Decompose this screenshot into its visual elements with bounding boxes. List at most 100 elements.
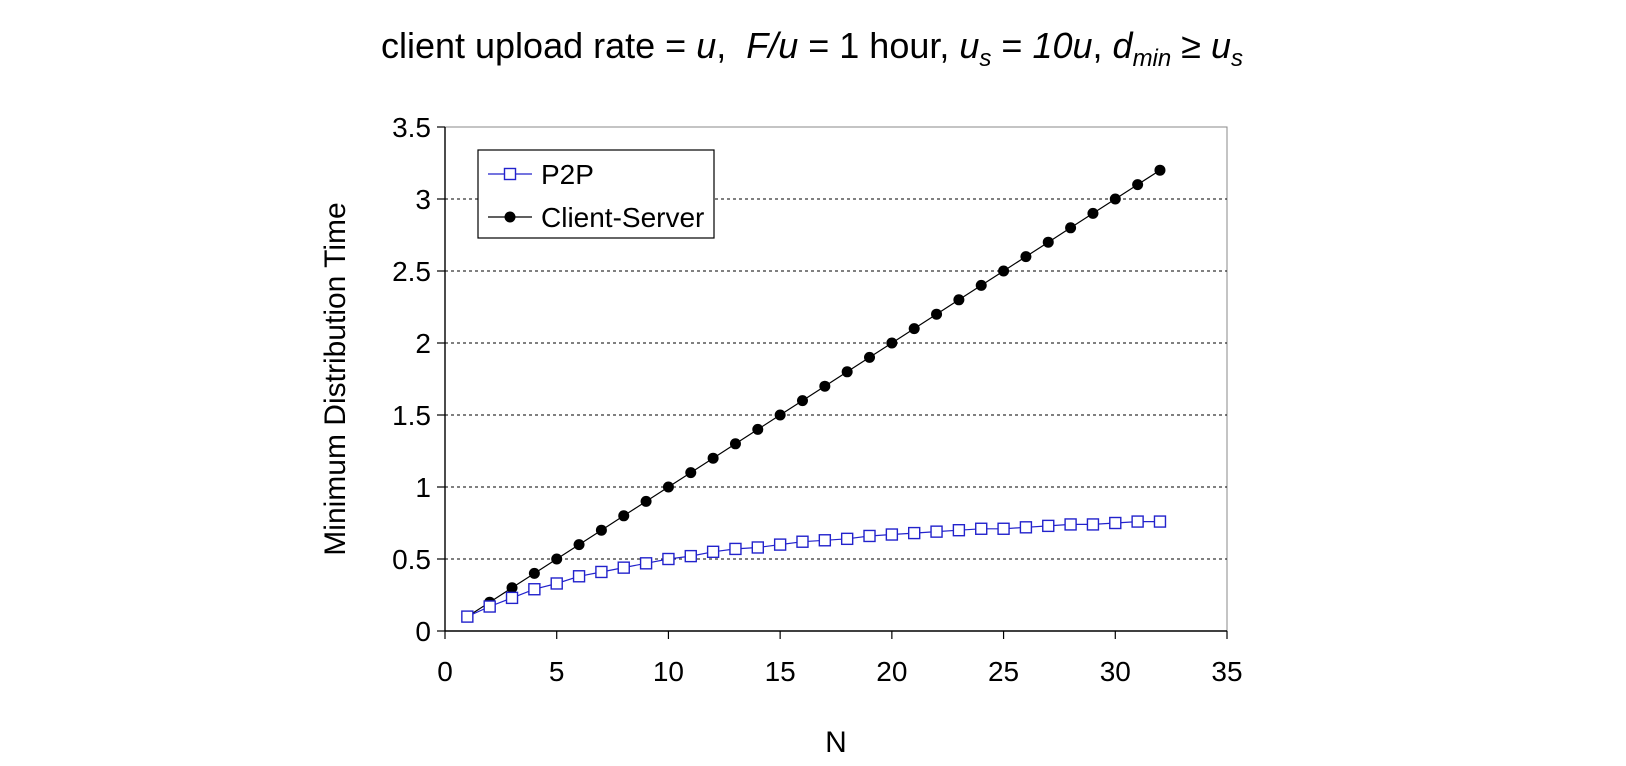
data-point bbox=[774, 409, 786, 421]
data-point bbox=[796, 535, 809, 548]
y-tick-label: 0 bbox=[415, 616, 431, 647]
y-axis-label: Minimum Distribution Time bbox=[319, 202, 352, 555]
data-point bbox=[1042, 236, 1054, 248]
legend-label: P2P bbox=[541, 159, 594, 190]
data-point bbox=[573, 539, 585, 551]
legend-marker bbox=[504, 211, 516, 223]
y-tick-label: 3 bbox=[415, 184, 431, 215]
data-point bbox=[662, 552, 675, 566]
y-tick-label: 2.5 bbox=[392, 256, 431, 287]
data-point bbox=[1154, 164, 1166, 176]
legend-marker bbox=[503, 167, 517, 181]
data-point bbox=[729, 438, 741, 450]
data-point bbox=[818, 534, 832, 547]
data-point bbox=[572, 570, 586, 583]
x-tick-label: 35 bbox=[1211, 656, 1242, 687]
data-point bbox=[930, 525, 943, 538]
y-tick-label: 2 bbox=[415, 328, 431, 359]
data-point bbox=[1132, 179, 1144, 191]
data-point bbox=[1153, 515, 1167, 528]
data-point bbox=[752, 423, 764, 435]
data-point bbox=[773, 538, 787, 551]
x-tick-label: 5 bbox=[549, 656, 565, 687]
data-point bbox=[997, 522, 1010, 535]
data-point bbox=[819, 380, 831, 392]
y-tick-label: 1 bbox=[415, 472, 431, 503]
svg-text:client upload rate = u, F/u =: client upload rate = u, F/u = 1 hour, us… bbox=[381, 25, 1243, 72]
x-tick-label: 25 bbox=[988, 656, 1019, 687]
data-point bbox=[506, 582, 518, 594]
title-part: s bbox=[979, 45, 991, 72]
data-point bbox=[1131, 515, 1144, 528]
series-layer bbox=[461, 164, 1167, 623]
data-point bbox=[617, 561, 630, 574]
data-point bbox=[729, 542, 742, 556]
data-point bbox=[550, 577, 563, 590]
data-point bbox=[528, 567, 540, 579]
data-point bbox=[931, 308, 943, 320]
data-point bbox=[885, 528, 899, 541]
data-point bbox=[706, 545, 720, 558]
x-axis-label: N bbox=[825, 726, 847, 759]
data-point bbox=[908, 526, 921, 540]
data-point bbox=[841, 366, 853, 378]
data-point bbox=[975, 279, 987, 291]
data-point bbox=[707, 452, 719, 464]
legend-box bbox=[477, 149, 715, 239]
data-point bbox=[952, 524, 966, 537]
x-tick-label: 10 bbox=[653, 656, 684, 687]
title-part: , bbox=[716, 25, 746, 66]
data-point bbox=[551, 553, 563, 565]
data-point bbox=[953, 294, 965, 306]
data-point bbox=[998, 265, 1010, 277]
y-tick-label: 0.5 bbox=[392, 544, 431, 575]
data-point bbox=[840, 532, 854, 546]
title-part: u bbox=[1211, 25, 1231, 66]
data-point bbox=[863, 529, 876, 543]
title-part: , bbox=[1093, 25, 1113, 66]
data-point bbox=[684, 549, 697, 563]
gridlines bbox=[445, 198, 1227, 560]
data-point bbox=[1065, 222, 1077, 234]
y-tick-label: 3.5 bbox=[392, 112, 431, 143]
x-tick-label: 20 bbox=[876, 656, 907, 687]
legend-label: Client-Server bbox=[541, 202, 704, 233]
x-tick-label: 0 bbox=[437, 656, 453, 687]
data-point bbox=[975, 522, 988, 535]
data-point bbox=[796, 395, 808, 407]
title-part: 10u bbox=[1032, 25, 1092, 66]
data-point bbox=[595, 565, 608, 579]
x-tick-labels: 0 5 10 15 20 25 30 35 bbox=[437, 656, 1242, 687]
data-point bbox=[1019, 521, 1033, 534]
data-point bbox=[1086, 518, 1100, 531]
chart-title: client upload rate = u, F/u = 1 hour, us… bbox=[381, 25, 1243, 72]
data-point bbox=[886, 337, 898, 349]
y-tick-labels: 0 0.5 1 1.5 2 2.5 3 3.5 bbox=[392, 112, 431, 647]
data-point bbox=[461, 610, 474, 623]
data-point bbox=[1109, 516, 1122, 530]
title-part: min bbox=[1133, 45, 1172, 72]
data-point bbox=[908, 323, 920, 335]
legend: P2P Client-Server bbox=[477, 149, 715, 239]
data-point bbox=[505, 591, 519, 605]
data-point bbox=[528, 583, 541, 596]
data-point bbox=[1064, 518, 1077, 531]
title-part: client upload rate = bbox=[381, 25, 696, 66]
data-point bbox=[1020, 251, 1032, 263]
title-part: u bbox=[696, 25, 716, 66]
data-point bbox=[483, 600, 496, 613]
title-part: F/u bbox=[746, 25, 798, 66]
axes bbox=[437, 126, 1228, 639]
data-point bbox=[618, 510, 630, 522]
data-point bbox=[1087, 207, 1099, 219]
y-tick-label: 1.5 bbox=[392, 400, 431, 431]
x-tick-label: 30 bbox=[1100, 656, 1131, 687]
data-point bbox=[864, 351, 876, 363]
title-part: = bbox=[991, 25, 1032, 66]
title-part: d bbox=[1113, 25, 1134, 66]
data-point bbox=[1109, 193, 1121, 205]
title-part: u bbox=[959, 25, 979, 66]
data-point bbox=[685, 467, 697, 479]
title-part: ≥ bbox=[1171, 25, 1211, 66]
